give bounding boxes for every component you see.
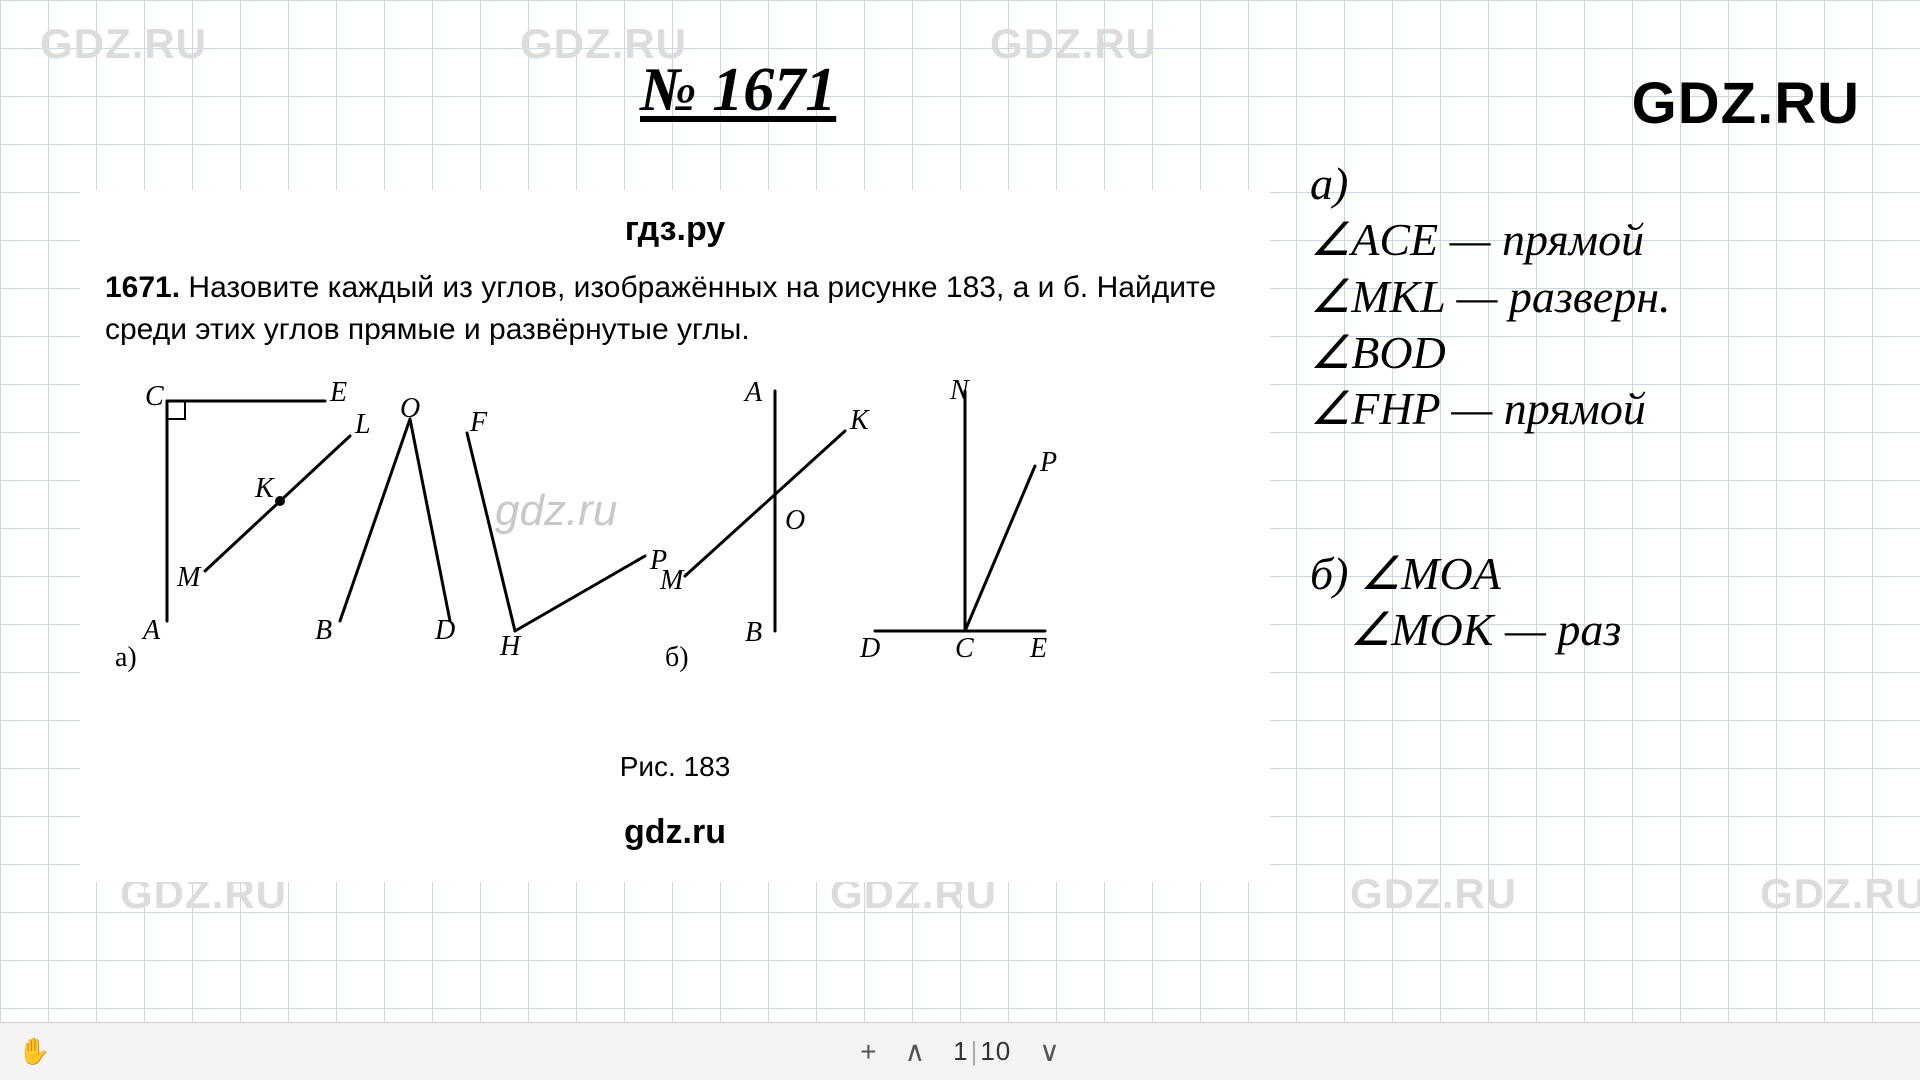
svg-text:D: D	[434, 615, 455, 646]
zoom-plus-button[interactable]: +	[860, 1036, 876, 1068]
problem-clipping: гдз.ру 1671. Назовите каждый из углов, и…	[80, 190, 1270, 882]
problem-number-handwritten: № 1671	[640, 55, 836, 126]
svg-text:K: K	[254, 473, 275, 504]
page-indicator: 1|10	[953, 1036, 1011, 1067]
page-separator: |	[971, 1036, 979, 1066]
svg-text:E: E	[329, 377, 347, 408]
svg-text:F: F	[469, 407, 488, 438]
answer-line: ∠BOD	[1310, 329, 1671, 377]
answers-section-a: а) ∠ACE — прямой ∠MKL — разверн. ∠BOD ∠FHP …	[1310, 160, 1671, 441]
page-total: 10	[980, 1036, 1011, 1066]
svg-text:а): а)	[115, 642, 137, 673]
answer-line: ∠FHP — прямой	[1310, 385, 1671, 433]
problem-text-line1: Назовите каждый из углов, изображённых н…	[188, 271, 1088, 304]
svg-text:D: D	[859, 633, 880, 664]
page-current: 1	[953, 1036, 968, 1066]
page-toolbar: ✋ + ∧ 1|10 ∨	[0, 1022, 1920, 1080]
svg-text:B: B	[745, 617, 762, 648]
answer-line: ∠ACE — прямой	[1310, 216, 1671, 264]
svg-text:M: M	[176, 562, 202, 593]
answers-a-label: а)	[1310, 160, 1671, 208]
svg-text:P: P	[1039, 447, 1057, 478]
svg-text:C: C	[955, 633, 974, 664]
svg-text:O: O	[400, 393, 420, 424]
prev-page-button[interactable]: ∧	[905, 1035, 926, 1068]
svg-text:E: E	[1029, 633, 1047, 664]
hand-tool-icon[interactable]: ✋	[18, 1036, 50, 1067]
problem-statement: 1671. Назовите каждый из углов, изображё…	[105, 267, 1245, 351]
problem-number-print: 1671.	[105, 271, 180, 304]
answer-line: ∠MOK — раз	[1310, 606, 1621, 654]
svg-text:A: A	[141, 615, 161, 646]
svg-text:B: B	[315, 615, 332, 646]
svg-text:M: M	[659, 565, 685, 596]
svg-text:H: H	[499, 631, 522, 662]
site-logo: GDZ.RU	[1632, 70, 1860, 137]
answer-line: ∠MKL — разверн.	[1310, 273, 1671, 321]
figure-caption: Рис. 183	[105, 751, 1245, 783]
figure-183: gdz.ru CEAMKLOBDFHP ABMKONCDEP а) б)	[105, 371, 1245, 741]
problem-source-header: гдз.ру	[105, 210, 1245, 249]
svg-text:L: L	[354, 409, 371, 440]
figure-svg: CEAMKLOBDFHP ABMKONCDEP а) б)	[105, 371, 1285, 701]
answer-line: б) ∠MOA	[1310, 550, 1621, 598]
next-page-button[interactable]: ∨	[1039, 1035, 1060, 1068]
svg-text:A: A	[743, 377, 763, 408]
svg-text:O: O	[785, 505, 805, 536]
svg-text:C: C	[145, 381, 164, 412]
svg-text:б): б)	[665, 642, 689, 673]
answers-section-b: б) ∠MOA ∠MOK — раз	[1310, 550, 1621, 663]
bottom-source: gdz.ru	[105, 813, 1245, 852]
svg-text:K: K	[849, 405, 870, 436]
svg-text:N: N	[949, 375, 970, 406]
